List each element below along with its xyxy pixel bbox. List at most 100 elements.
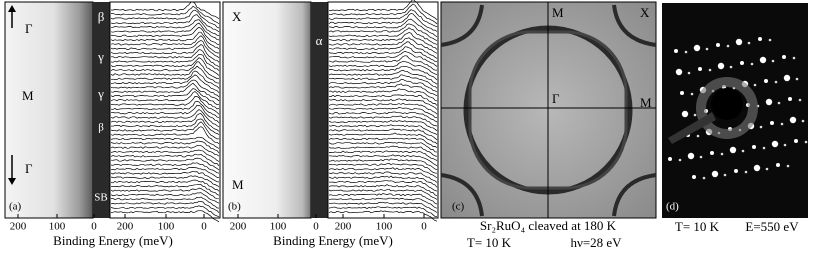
spot (705, 47, 709, 51)
spot (786, 164, 790, 168)
x-tick-label: 0 (91, 221, 97, 233)
spot (720, 152, 724, 156)
edc-curve (110, 140, 220, 154)
caption: E=550 eV (745, 219, 799, 234)
spot (765, 167, 769, 171)
spot (770, 121, 774, 125)
spot (783, 74, 791, 82)
edc-curve (328, 83, 438, 97)
edc-curve (110, 74, 220, 94)
spot (734, 169, 738, 173)
edc-curve (110, 162, 220, 174)
x-tick-label: 100 (270, 221, 287, 233)
diffraction-spots (668, 37, 808, 180)
edc-curve (328, 69, 438, 85)
spot (789, 116, 797, 124)
band-label: γ (97, 86, 104, 101)
spot (674, 49, 678, 53)
symmetry-label: X (232, 9, 242, 24)
edc-curve (328, 201, 438, 213)
spot (804, 140, 808, 144)
spot (765, 98, 773, 106)
edc-curve (328, 98, 438, 110)
label-strip (311, 2, 328, 218)
spot (801, 119, 805, 123)
edc-curve (110, 96, 220, 115)
spot (680, 91, 684, 95)
edc-curve (110, 100, 220, 118)
spot (684, 50, 688, 54)
edc-curve (110, 9, 220, 29)
edc-curve (328, 32, 438, 50)
edc-curve (328, 51, 438, 67)
band-label: SB (94, 192, 107, 204)
x-tick-label: 0 (201, 221, 207, 233)
edc-curve (328, 107, 438, 118)
edc-curve (110, 121, 220, 140)
edc-curve (110, 109, 220, 128)
edc-curve (328, 0, 438, 21)
edc-curve (110, 126, 220, 144)
spot (752, 145, 756, 149)
spot (777, 101, 781, 105)
edc-curve (110, 104, 220, 123)
spot (711, 170, 719, 178)
spot (762, 146, 766, 150)
edc-curve (328, 66, 438, 81)
symmetry-label: Γ (25, 161, 33, 176)
caption: T= 10 K (675, 219, 720, 234)
edc-curve (110, 157, 220, 171)
edc-curve (328, 124, 438, 136)
panel-label: (a) (9, 201, 22, 213)
spot (774, 80, 778, 84)
edc-curve (110, 35, 220, 54)
spot (771, 59, 775, 63)
spot (690, 92, 694, 96)
band-label: α (316, 33, 323, 48)
spot (716, 43, 720, 47)
edc-curve (328, 150, 438, 161)
edc-curve (110, 57, 220, 76)
edc-curve (110, 187, 220, 200)
spot (795, 77, 799, 81)
edc-curve (110, 179, 220, 192)
x-axis-label: Binding Energy (meV) (53, 233, 173, 248)
spot (753, 83, 757, 87)
edc-curve (110, 14, 220, 33)
spot (668, 157, 672, 161)
spot (788, 97, 792, 101)
arrowhead (8, 178, 16, 185)
spot (717, 62, 725, 70)
edc-curve (110, 49, 220, 68)
caption: T= 10 K (467, 235, 512, 250)
spot (729, 146, 737, 154)
edc-curve (110, 200, 220, 213)
spot (708, 68, 712, 72)
x-tick-label: 200 (117, 221, 134, 233)
edc-curve (110, 65, 220, 84)
spot (758, 37, 762, 41)
band-label: γ (97, 49, 104, 64)
edc-curve (328, 61, 438, 75)
symmetry-label: Γ (25, 21, 33, 36)
edc-curve (328, 18, 438, 38)
band-label: β (98, 122, 104, 134)
spot (744, 170, 748, 174)
edc-curve (328, 158, 438, 171)
edc-curve (328, 46, 438, 62)
edc-curve (110, 1, 220, 20)
x-tick-label: 0 (421, 221, 427, 233)
symmetry-label: M (552, 5, 564, 20)
edc-curve (110, 175, 220, 188)
edc-curve (110, 61, 220, 80)
panel-d: (d) T= 10 K E=550 eV (662, 3, 808, 234)
spot (710, 151, 714, 155)
edc-curve (110, 70, 220, 89)
edc-curve (328, 193, 438, 205)
edc-curve (328, 3, 438, 25)
spot (699, 155, 703, 159)
edc-curve (110, 91, 220, 110)
edc-curve (110, 19, 220, 36)
edc-curve (328, 111, 438, 123)
edc-curve (110, 79, 220, 98)
